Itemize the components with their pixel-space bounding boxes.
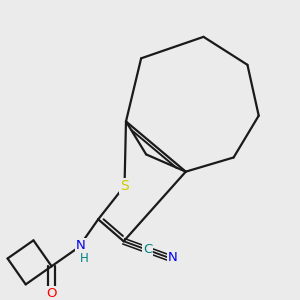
Text: N: N xyxy=(168,251,177,264)
Text: C: C xyxy=(143,244,152,256)
Text: N: N xyxy=(76,239,86,252)
Text: O: O xyxy=(46,287,57,300)
Text: H: H xyxy=(80,252,88,265)
Text: S: S xyxy=(120,179,129,193)
